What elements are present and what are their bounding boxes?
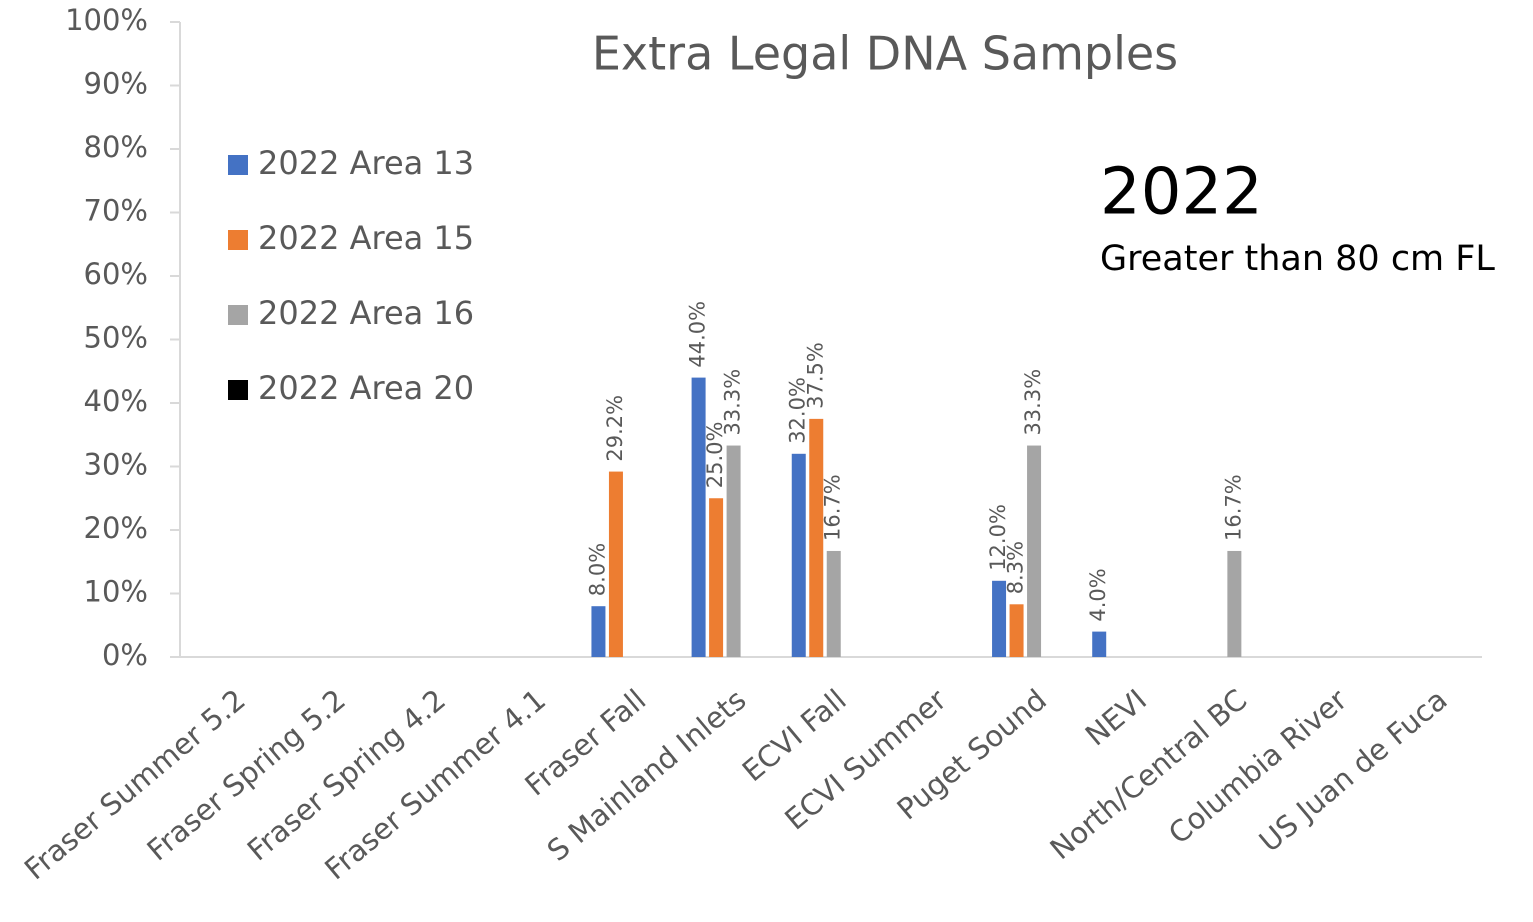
y-tick-label: 100%	[65, 3, 148, 37]
data-label: 4.0%	[1086, 568, 1110, 621]
y-tick-label: 10%	[84, 575, 148, 609]
legend-label: 2022 Area 20	[258, 369, 474, 407]
y-tick-label: 70%	[84, 194, 148, 228]
y-tick-label: 30%	[84, 448, 148, 482]
data-label: 44.0%	[686, 301, 710, 368]
data-label: 16.7%	[821, 474, 845, 541]
bar	[726, 445, 741, 657]
bar	[691, 377, 706, 657]
y-tick-label: 60%	[84, 257, 148, 291]
bar	[608, 471, 623, 657]
bar	[1027, 445, 1042, 657]
legend-label: 2022 Area 16	[258, 294, 474, 332]
data-label: 37.5%	[803, 342, 827, 409]
bar	[591, 606, 606, 657]
data-label: 12.0%	[986, 504, 1010, 571]
data-label: 16.7%	[1221, 474, 1245, 541]
legend-swatch	[228, 155, 248, 175]
data-label: 8.0%	[585, 543, 609, 596]
x-tick-label: Columbia River	[1162, 682, 1353, 850]
bar	[1227, 550, 1242, 657]
bar	[992, 580, 1007, 657]
annotation: Greater than 80 cm FL	[1100, 239, 1495, 279]
legend-swatch	[228, 380, 248, 400]
x-tick-label: NEVI	[1079, 682, 1153, 752]
bar	[791, 453, 806, 657]
bar	[709, 498, 724, 657]
annotation: 2022	[1100, 156, 1263, 230]
y-tick-label: 90%	[84, 67, 148, 101]
legend-swatch	[228, 305, 248, 325]
data-label: 33.3%	[1021, 369, 1045, 436]
data-label: 33.3%	[721, 369, 745, 436]
data-label: 8.3%	[1004, 541, 1028, 594]
y-tick-label: 0%	[102, 638, 148, 672]
data-label: 25.0%	[703, 422, 727, 489]
legend-swatch	[228, 230, 248, 250]
y-tick-label: 40%	[84, 384, 148, 418]
bar	[1009, 604, 1024, 657]
bar	[826, 550, 841, 657]
legend-label: 2022 Area 15	[258, 219, 474, 257]
data-label: 32.0%	[786, 377, 810, 444]
chart-title: Extra Legal DNA Samples	[592, 27, 1178, 81]
data-label: 29.2%	[603, 395, 627, 462]
bar	[809, 418, 824, 657]
y-tick-label: 80%	[84, 130, 148, 164]
y-tick-label: 20%	[84, 511, 148, 545]
y-tick-label: 50%	[84, 321, 148, 355]
bar	[1092, 631, 1107, 657]
legend-label: 2022 Area 13	[258, 144, 474, 182]
x-tick-label: US Juan de Fuca	[1253, 682, 1454, 858]
